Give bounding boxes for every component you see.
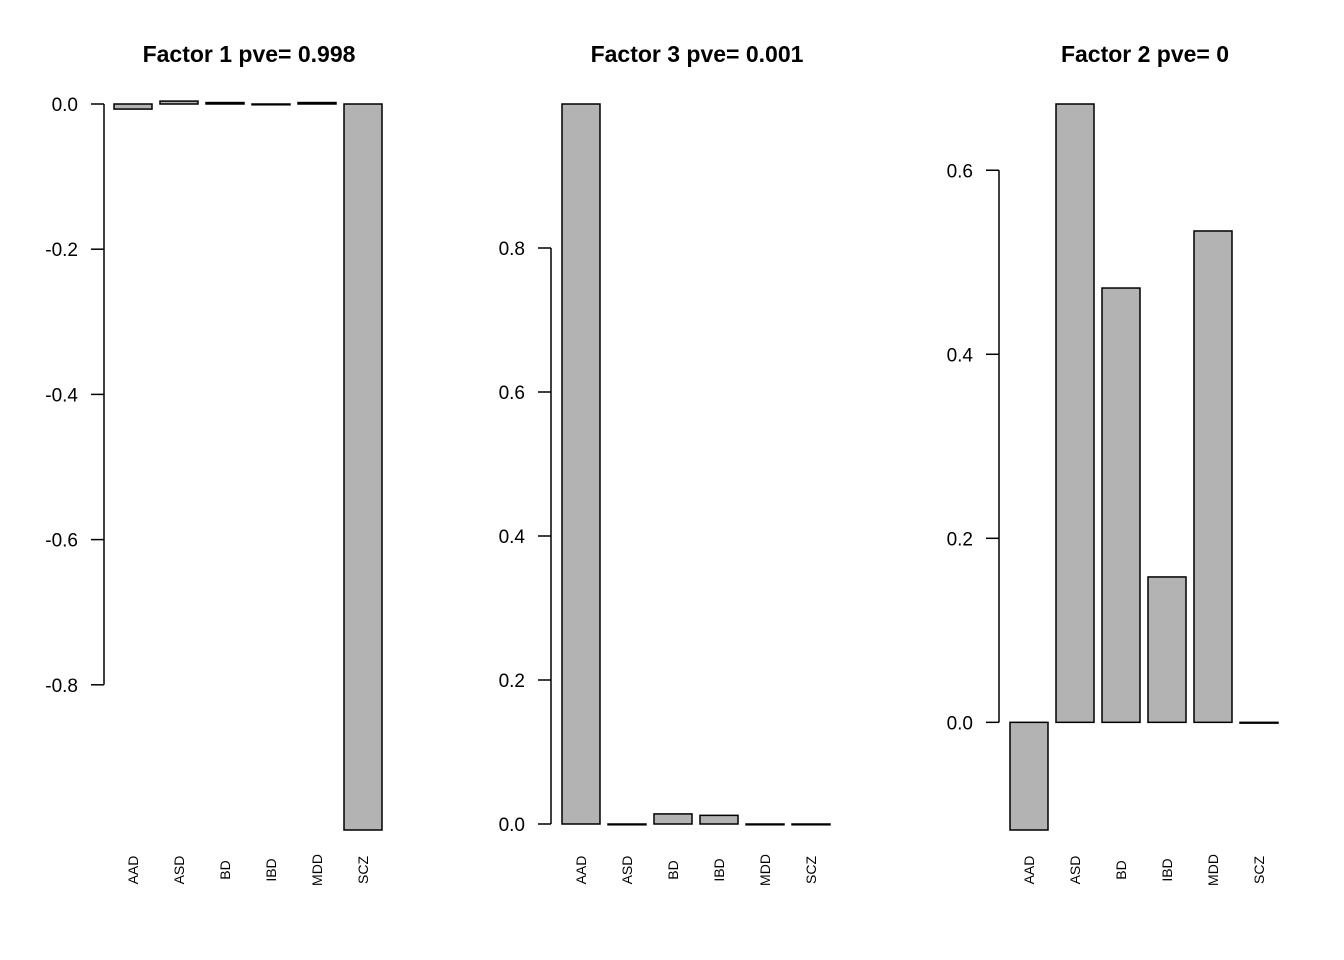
x-category-label: MDD [1205,854,1221,886]
bar-asd [1055,103,1095,724]
bar-mdd [297,101,337,105]
y-tick-label: 0.6 [947,161,973,182]
bar-aad [1009,721,1049,831]
x-category-label: AAD [125,856,141,885]
x-category-label: ASD [1067,856,1083,885]
y-tick-label: 0.2 [947,529,973,550]
x-category-label: BD [665,860,681,879]
y-tick-label: 0.0 [52,95,78,116]
bar-aad [561,103,601,825]
bar-scz [1239,721,1279,724]
x-category-label: IBD [1159,858,1175,881]
y-tick-label: 0.0 [499,815,525,836]
bar-ibd [699,814,739,825]
chart-panel-3: Factor 2 pve= 0 0.0 0.2 0.4 0.6 AAD ASD BD IBD MD… [947,41,1279,886]
y-tick-label: -0.6 [45,531,78,552]
bar-scz [343,103,383,831]
chart-title: Factor 1 pve= 0.998 [143,41,356,67]
bar-bd [205,101,245,105]
chart-panel-1: Factor 1 pve= 0.998 0.0 -0.2 -0.4 -0.6 -0.8 AA… [45,41,383,886]
bar-asd [159,100,199,105]
x-category-label: IBD [263,858,279,881]
bar-scz [791,823,831,826]
bar-asd [607,823,647,826]
bar-aad [113,103,153,110]
bar-bd [1101,287,1141,724]
panels: Factor 1 pve= 0.998 0.0 -0.2 -0.4 -0.6 -0.8 AA… [45,41,1279,886]
x-category-label: ASD [171,856,187,885]
x-category-label: AAD [573,856,589,885]
y-tick-label: 0.0 [947,713,973,734]
y-tick-label: -0.8 [45,676,78,697]
x-category-label: MDD [757,854,773,886]
x-category-label: IBD [711,858,727,881]
y-tick-label: 0.2 [499,671,525,692]
y-tick-label: 0.6 [499,383,525,404]
chart-panel-2: Factor 3 pve= 0.001 0.0 0.2 0.4 0.6 0.8 AAD ASD… [499,41,831,886]
y-tick-label: 0.4 [499,527,526,548]
x-category-label: ASD [619,856,635,885]
bar-bd [653,813,693,825]
y-tick-label: -0.4 [45,385,78,406]
bar-ibd [251,103,291,106]
x-category-label: SCZ [1251,856,1267,884]
bar-mdd [745,823,785,826]
x-category-label: SCZ [803,856,819,884]
y-tick-label: -0.2 [45,240,78,261]
x-category-label: AAD [1021,856,1037,885]
bar-mdd [1193,230,1233,724]
chart-title: Factor 3 pve= 0.001 [591,41,804,67]
chart-title: Factor 2 pve= 0 [1061,41,1229,67]
y-tick-label: 0.8 [499,239,525,260]
x-category-label: BD [217,860,233,879]
x-category-label: MDD [309,854,325,886]
y-tick-label: 0.4 [947,345,974,366]
x-category-label: SCZ [355,856,371,884]
x-category-label: BD [1113,860,1129,879]
bar-ibd [1147,576,1187,724]
